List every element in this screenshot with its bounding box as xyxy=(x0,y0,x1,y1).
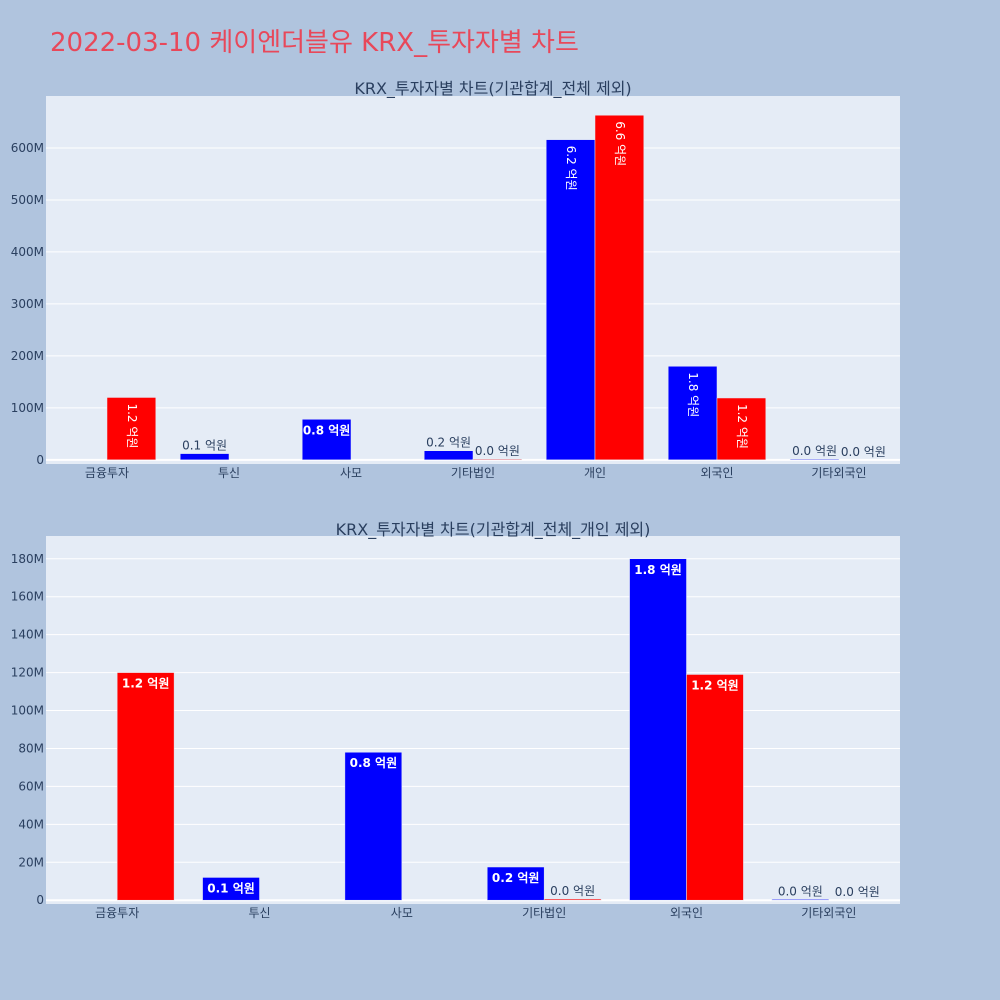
y-tick-label: 140M xyxy=(11,628,44,642)
bar[interactable] xyxy=(116,672,175,901)
bar[interactable] xyxy=(629,558,687,901)
bar-value-label: 0.0 억원 xyxy=(835,885,880,899)
y-tick-label: 100M xyxy=(11,401,44,415)
x-tick-label: 기타외국인 xyxy=(801,906,856,920)
bar[interactable] xyxy=(472,458,523,461)
bar-value-label: 0.0 억원 xyxy=(475,444,520,458)
bar[interactable] xyxy=(667,366,718,461)
y-tick-label: 500M xyxy=(11,193,44,207)
page-title: 2022-03-10 케이엔더블유 KRX_투자자별 차트 xyxy=(50,28,579,58)
bar[interactable] xyxy=(301,419,352,461)
bar-value-label: 0.2 억원 xyxy=(426,436,471,450)
y-tick-label: 0 xyxy=(36,453,44,467)
x-tick-label: 금융투자 xyxy=(95,906,139,920)
bar[interactable] xyxy=(202,877,260,901)
bar[interactable] xyxy=(594,114,645,461)
y-tick-label: 100M xyxy=(11,704,44,718)
bar[interactable] xyxy=(771,899,830,901)
bar-value-label: 1.2 억원 xyxy=(735,404,749,449)
y-tick-label: 300M xyxy=(11,297,44,311)
bar[interactable] xyxy=(545,139,596,461)
x-tick-label: 투신 xyxy=(248,906,270,920)
bar-value-label: 1.8 억원 xyxy=(634,563,682,577)
x-tick-label: 사모 xyxy=(340,466,362,480)
bar-value-label: 0.2 억원 xyxy=(492,871,540,885)
x-tick-label: 개인 xyxy=(584,466,606,480)
investor-chart-excl-individual: 0 20M 40M 60M 80M 100M 120M 140M 160M 180M KRX_투자자… xyxy=(11,520,900,920)
bar[interactable] xyxy=(486,866,545,901)
bar[interactable] xyxy=(423,450,474,461)
y-tick-label: 60M xyxy=(18,779,44,793)
bar[interactable] xyxy=(106,397,157,461)
y-tick-label: 160M xyxy=(11,590,44,604)
bar[interactable] xyxy=(789,458,840,461)
bar-value-label: 0.8 억원 xyxy=(350,756,398,770)
bar[interactable] xyxy=(716,397,767,461)
x-tick-label: 기타외국인 xyxy=(811,466,866,480)
y-tick-label: 0 xyxy=(36,893,44,907)
y-tick-label: 400M xyxy=(11,245,44,259)
bar-value-label: 1.2 억원 xyxy=(125,403,139,448)
bar-value-label: 0.0 억원 xyxy=(550,884,595,898)
plot-area xyxy=(46,536,900,904)
bar[interactable] xyxy=(344,751,403,901)
chart-title: KRX_투자자별 차트(기관합계_전체 제외) xyxy=(354,79,631,99)
bar-value-label: 1.8 억원 xyxy=(686,372,700,417)
x-tick-label: 외국인 xyxy=(670,906,703,920)
bar-value-label: 1.2 억원 xyxy=(122,677,170,691)
y-tick-label: 120M xyxy=(11,666,44,680)
y-tick-label: 600M xyxy=(11,141,44,155)
bar-value-label: 0.0 억원 xyxy=(778,884,823,898)
y-tick-label: 180M xyxy=(11,552,44,566)
investor-chart-all: 0 100M 200M 300M 400M 500M 600M KRX_투자자별 차트(기관합… xyxy=(11,79,900,480)
bar-value-label: 0.0 억원 xyxy=(841,445,886,459)
bar[interactable] xyxy=(543,898,602,901)
y-tick-label: 80M xyxy=(18,741,44,755)
bar[interactable] xyxy=(686,674,744,901)
bar-value-label: 1.2 억원 xyxy=(691,678,739,692)
plot-area xyxy=(46,96,900,464)
bar-value-label: 0.1 억원 xyxy=(182,439,227,453)
bar[interactable] xyxy=(179,453,230,461)
bar-value-label: 0.8 억원 xyxy=(303,423,351,437)
x-tick-label: 외국인 xyxy=(700,466,733,480)
x-tick-label: 금융투자 xyxy=(85,466,129,480)
y-tick-label: 40M xyxy=(18,817,44,831)
chart-title: KRX_투자자별 차트(기관합계_전체_개인 제외) xyxy=(336,520,651,540)
x-tick-label: 기타법인 xyxy=(451,466,495,480)
y-tick-label: 20M xyxy=(18,855,44,869)
bar-value-label: 6.2 억원 xyxy=(564,146,578,191)
x-tick-label: 사모 xyxy=(391,906,413,920)
x-tick-label: 투신 xyxy=(218,466,240,480)
bar-value-label: 0.0 억원 xyxy=(792,444,837,458)
bar-value-label: 6.6 억원 xyxy=(613,121,627,166)
bar-value-label: 0.1 억원 xyxy=(207,881,255,895)
x-tick-label: 기타법인 xyxy=(522,906,566,920)
y-tick-label: 200M xyxy=(11,349,44,363)
